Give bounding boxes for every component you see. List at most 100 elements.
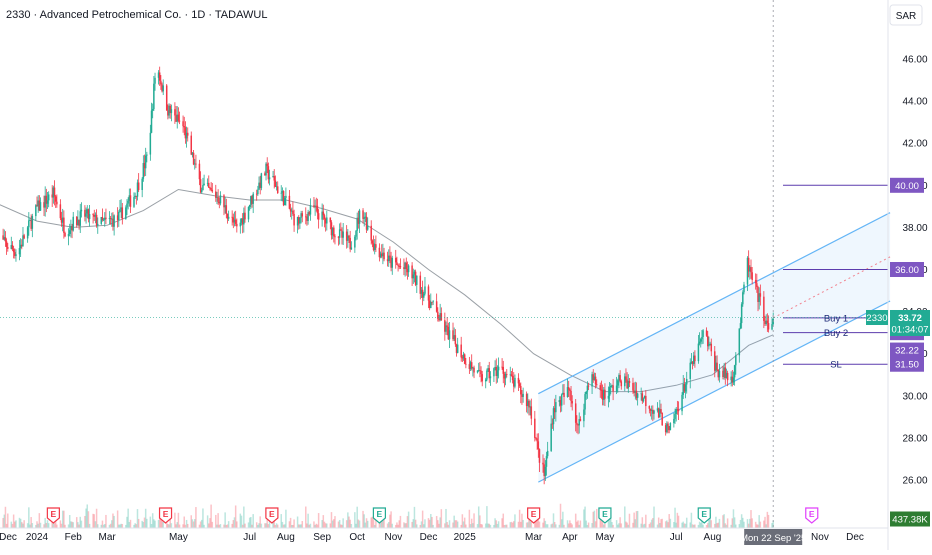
volume-bar: [248, 517, 251, 528]
volume-bar: [28, 507, 30, 528]
price-tick-label: 28.00: [902, 433, 927, 444]
candle-body: [725, 372, 728, 378]
channel-lower-line[interactable]: [538, 300, 891, 483]
volume-bar: [170, 523, 173, 528]
candle-body: [102, 219, 105, 221]
earnings-event-icon[interactable]: E: [697, 507, 711, 524]
volume-bar: [542, 522, 544, 528]
candle-body: [495, 366, 497, 376]
volume-bar: [101, 520, 104, 528]
earnings-event-icon[interactable]: E: [46, 507, 60, 524]
candle-body: [758, 293, 760, 302]
volume-bar: [395, 524, 397, 528]
candle-body: [338, 229, 341, 238]
volume-bar: [497, 521, 500, 528]
volume-bar: [177, 512, 180, 528]
volume-bar: [75, 517, 78, 528]
volume-bar: [746, 519, 749, 528]
candle-body: [757, 286, 759, 302]
volume-bar: [742, 517, 744, 528]
channel-upper-line[interactable]: [538, 212, 891, 395]
volume-bar: [26, 523, 29, 528]
volume-bar: [272, 517, 274, 528]
candle-body: [765, 320, 767, 325]
volume-bar: [104, 524, 106, 528]
earnings-event-icon[interactable]: E: [527, 507, 541, 524]
currency-button[interactable]: SAR: [889, 4, 923, 26]
candle-body: [257, 189, 259, 195]
candle-body: [199, 179, 202, 193]
candle-body: [59, 204, 62, 219]
candle-body: [247, 206, 250, 220]
volume-bar: [217, 513, 219, 528]
candle-body: [698, 341, 701, 344]
volume-bar: [603, 524, 605, 528]
volume-bar: [267, 524, 270, 528]
volume-bar: [714, 523, 716, 528]
candle-body: [118, 212, 120, 221]
earnings-event-icon[interactable]: E: [372, 507, 386, 524]
candle-body: [767, 323, 770, 330]
earnings-event-icon[interactable]: E: [158, 507, 173, 524]
volume-bar: [186, 523, 189, 528]
candle-body: [659, 409, 661, 418]
candle-body: [567, 387, 570, 390]
candle-body: [517, 377, 520, 384]
volume-bar: [579, 520, 582, 528]
price-tick-label: 30.00: [902, 391, 927, 402]
candle-body: [618, 375, 620, 381]
candle-body: [268, 177, 271, 180]
volume-bar: [571, 524, 573, 528]
volume-bar: [643, 523, 646, 528]
volume-bar: [308, 524, 311, 528]
volume-bar: [94, 521, 97, 528]
regression-channel[interactable]: [538, 212, 891, 483]
candle-body: [660, 409, 662, 413]
candle-body: [386, 259, 389, 262]
candle-body: [101, 216, 104, 221]
candle-body: [414, 271, 417, 285]
volume-bar: [161, 520, 163, 528]
price-badge-32.22-text: 32.22: [895, 346, 919, 357]
volume-bar: [165, 521, 168, 528]
volume-bar: [288, 521, 291, 528]
volume-bar: [756, 524, 758, 528]
volume-bar: [70, 521, 72, 528]
candle-body: [558, 400, 561, 403]
volume-bar: [167, 523, 169, 528]
volume-bar: [476, 524, 479, 528]
earnings-event-icon[interactable]: E: [265, 507, 279, 524]
candle-body: [56, 201, 58, 205]
volume-bar: [722, 515, 724, 528]
candle-body: [766, 320, 769, 324]
volume-bar: [486, 506, 488, 528]
volume-bar: [31, 523, 34, 528]
volume-bar: [162, 521, 164, 528]
volume-bar: [169, 515, 171, 528]
volume-bar: [608, 518, 611, 528]
candle-body: [714, 351, 716, 371]
candle-body: [587, 385, 590, 387]
candle-body: [265, 163, 267, 176]
volume-bar: [125, 524, 127, 528]
time-axis[interactable]: Dec 2024 Feb Mar May Jul Aug Sep Oct Nov Dec 2025 Ma…: [0, 527, 888, 543]
candle-body: [674, 414, 676, 419]
earnings-event-icon[interactable]: E: [598, 507, 612, 524]
volume-bar: [461, 514, 464, 528]
candle-body: [571, 401, 573, 404]
earnings-event-icon[interactable]: E: [805, 507, 819, 524]
volume-bar: [341, 524, 343, 528]
candle-body: [560, 394, 563, 406]
candle-body: [227, 216, 230, 219]
candle-body: [324, 218, 327, 224]
candle-body: [162, 85, 164, 92]
candle-body: [641, 393, 644, 402]
volume-bar: [648, 524, 651, 528]
candle-body: [479, 369, 481, 371]
candle-body: [337, 236, 340, 238]
volume-bar: [468, 509, 471, 528]
candle-body: [749, 267, 751, 272]
volume-bar: [225, 524, 228, 528]
